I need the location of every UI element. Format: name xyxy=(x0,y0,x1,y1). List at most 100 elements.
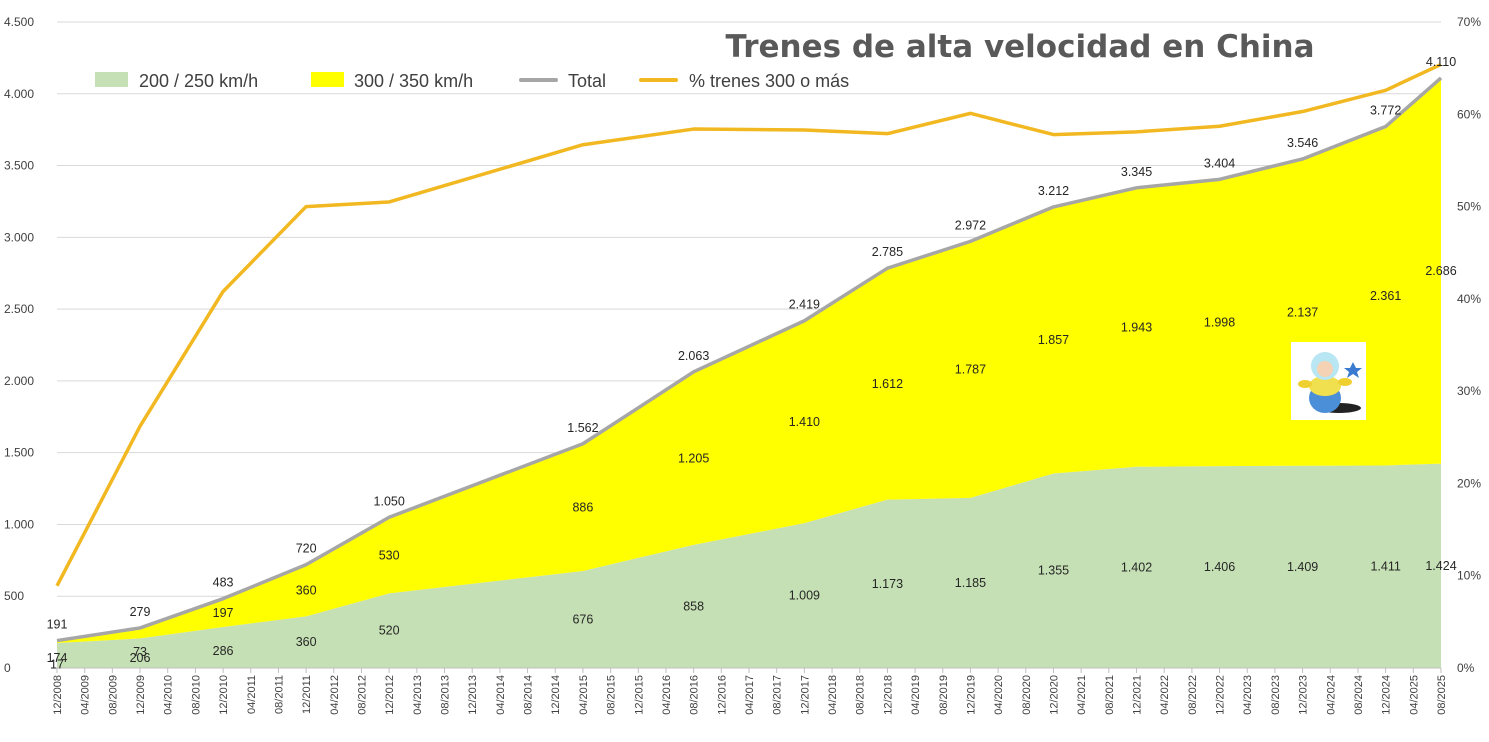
label-300-350: 530 xyxy=(379,548,400,562)
x-tick-label: 12/2023 xyxy=(1298,675,1310,715)
label-200-250: 520 xyxy=(379,624,400,638)
legend-swatch-s200 xyxy=(95,72,128,87)
mascot-torso xyxy=(1309,376,1341,396)
y-left-tick-label: 3.000 xyxy=(4,230,34,244)
x-tick-label: 04/2022 xyxy=(1159,675,1171,715)
label-200-250: 174 xyxy=(47,651,68,665)
x-tick-label: 12/2008 xyxy=(52,675,64,715)
x-tick-label: 08/2021 xyxy=(1104,675,1116,715)
chart-title: Trenes de alta velocidad en China xyxy=(725,29,1314,65)
x-tick-label: 12/2014 xyxy=(550,675,562,715)
x-tick-label: 04/2025 xyxy=(1408,675,1420,715)
label-300-350: 1.998 xyxy=(1204,316,1235,330)
label-200-250: 858 xyxy=(683,599,704,613)
x-tick-label: 12/2018 xyxy=(882,675,894,715)
area-series xyxy=(57,77,1441,668)
x-tick-label: 08/2022 xyxy=(1187,675,1199,715)
x-tick-label: 12/2024 xyxy=(1381,675,1393,715)
label-200-250: 1.173 xyxy=(872,577,903,591)
label-300-350: 2.361 xyxy=(1370,289,1401,303)
x-tick-label: 12/2016 xyxy=(716,675,728,715)
x-tick-label: 04/2015 xyxy=(578,675,590,715)
y-left-tick-label: 4.000 xyxy=(4,87,34,101)
x-tick-label: 12/2021 xyxy=(1132,675,1144,715)
line-series xyxy=(55,62,1443,643)
y-right-tick-label: 0% xyxy=(1457,661,1475,675)
label-total: 3.345 xyxy=(1121,165,1152,179)
y-right-tick-label: 50% xyxy=(1457,200,1481,214)
y-right-tick-label: 70% xyxy=(1457,15,1481,29)
label-200-250: 676 xyxy=(572,612,593,626)
label-200-250: 1.406 xyxy=(1204,560,1235,574)
label-300-350: 1.857 xyxy=(1038,333,1069,347)
label-200-250: 1.411 xyxy=(1370,560,1400,574)
label-total: 483 xyxy=(213,576,234,590)
label-200-250: 1.424 xyxy=(1425,559,1456,573)
x-tick-label: 04/2021 xyxy=(1076,675,1088,715)
x-tick-label: 12/2011 xyxy=(301,675,313,714)
legend-label-s300: 300 / 350 km/h xyxy=(354,71,473,91)
x-tick-label: 12/2015 xyxy=(633,675,645,715)
label-200-250: 1.009 xyxy=(789,589,820,603)
label-total: 2.972 xyxy=(955,218,986,232)
label-300-350: 197 xyxy=(213,606,234,620)
label-total: 1.562 xyxy=(567,421,598,435)
y-right-tick-label: 60% xyxy=(1457,107,1481,121)
label-total: 2.419 xyxy=(789,298,820,312)
x-tick-label: 12/2012 xyxy=(384,675,396,715)
mascot-face xyxy=(1317,361,1333,377)
area-300-350 xyxy=(57,77,1441,644)
y-right-tick-label: 30% xyxy=(1457,384,1481,398)
line-pct-300 xyxy=(55,62,1442,587)
legend-label-total: Total xyxy=(568,71,606,91)
label-200-250: 286 xyxy=(213,644,234,658)
mascot-star xyxy=(1344,362,1362,378)
label-total: 279 xyxy=(130,605,151,619)
mascot-figure xyxy=(1291,342,1366,420)
x-tick-label: 04/2023 xyxy=(1242,675,1254,715)
label-total: 3.212 xyxy=(1038,184,1069,198)
label-200-250: 206 xyxy=(130,651,151,665)
x-tick-label: 04/2013 xyxy=(412,675,424,715)
x-tick-label: 04/2009 xyxy=(80,675,92,715)
label-200-250: 1.355 xyxy=(1038,564,1069,578)
label-300-350: 1.943 xyxy=(1121,320,1152,334)
y-left-tick-label: 500 xyxy=(4,589,24,603)
line-total xyxy=(56,76,1443,643)
label-300-350: 2.686 xyxy=(1425,264,1456,278)
y-left-tick-label: 1.000 xyxy=(4,517,34,531)
x-tick-label: 04/2019 xyxy=(910,675,922,715)
x-tick-label: 08/2019 xyxy=(938,675,950,715)
x-tick-label: 08/2018 xyxy=(855,675,867,715)
label-total: 3.772 xyxy=(1370,104,1401,118)
x-tick-label: 12/2010 xyxy=(218,675,230,715)
y-axis-left: 0 500 1.000 1.500 2.000 2.500 3.000 3.500 4.000 4… xyxy=(4,15,34,675)
x-tick-label: 04/2020 xyxy=(993,675,1005,715)
label-200-250: 1.409 xyxy=(1287,560,1318,574)
legend-swatch-s300 xyxy=(311,72,344,87)
x-tick-label: 04/2010 xyxy=(163,675,175,715)
label-200-250: 1.185 xyxy=(955,576,986,590)
x-axis: 12/2008 04/2009 08/2009 12/2009 04/2010 08/20… xyxy=(52,667,1448,715)
label-total: 3.546 xyxy=(1287,136,1318,150)
label-200-250: 1.402 xyxy=(1121,560,1152,574)
x-tick-label: 08/2025 xyxy=(1436,675,1448,715)
mascot-arm-right xyxy=(1338,378,1352,386)
x-tick-label: 04/2012 xyxy=(329,675,341,715)
x-tick-label: 08/2009 xyxy=(107,675,119,715)
y-left-tick-label: 0 xyxy=(4,661,11,675)
label-300-350: 886 xyxy=(572,500,593,514)
y-right-tick-label: 40% xyxy=(1457,292,1481,306)
x-tick-label: 08/2010 xyxy=(190,675,202,715)
x-tick-label: 12/2017 xyxy=(799,675,811,715)
y-right-tick-label: 10% xyxy=(1457,569,1481,583)
label-200-250: 360 xyxy=(296,635,317,649)
legend: 200 / 250 km/h 300 / 350 km/h Total % trene… xyxy=(95,71,849,91)
x-tick-label: 08/2016 xyxy=(689,675,701,715)
x-tick-label: 04/2024 xyxy=(1325,675,1337,715)
label-total: 1.050 xyxy=(374,494,405,508)
x-tick-label: 12/2022 xyxy=(1215,675,1227,715)
mascot-arm-left xyxy=(1298,380,1312,388)
label-total: 191 xyxy=(47,618,68,632)
